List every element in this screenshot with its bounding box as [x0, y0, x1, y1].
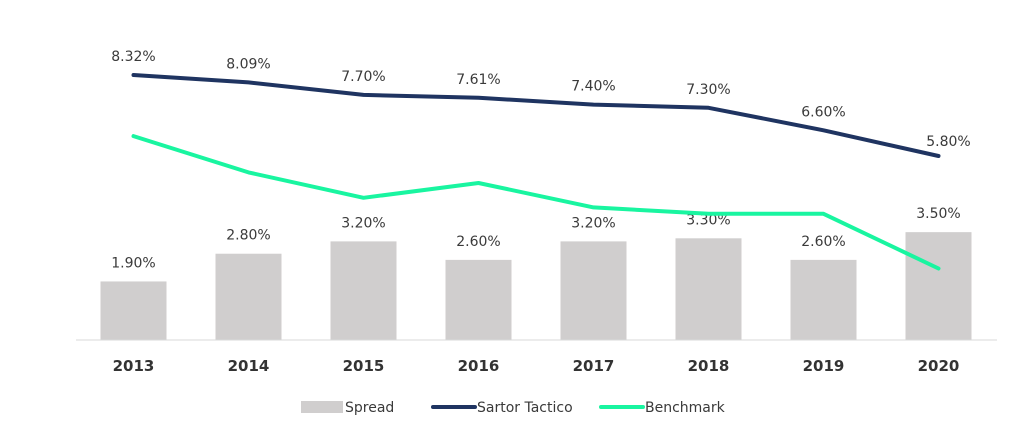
- spread-label-2014: 2.80%: [226, 228, 270, 244]
- sartor-tactico-line: [131, 73, 941, 158]
- x-tick-2019: 2019: [803, 357, 845, 375]
- spread-label-2018: 3.30%: [686, 212, 730, 228]
- spread-bar-2017: [560, 241, 627, 340]
- benchmark-line: [131, 134, 941, 271]
- legend-item-benchmark: Benchmark: [599, 400, 726, 416]
- spread-bar-labels: 1.90% 2.80% 3.20% 2.60% 3.20% 3.30% 2.60% 3.50%: [111, 206, 960, 271]
- spread-label-2016: 2.60%: [456, 234, 500, 250]
- spread-bar-2015: [330, 241, 397, 340]
- legend-swatch-spread: [301, 401, 343, 413]
- legend: Spread Sartor Tactico Benchmark: [301, 400, 726, 416]
- line-data-labels: 8.32% 8.09% 7.70% 7.61% 7.40% 7.30% 6.60% 5.80%: [111, 49, 970, 150]
- sartor-tactico-label-2017: 7.40%: [571, 79, 615, 95]
- line-series: [131, 73, 941, 271]
- x-tick-2018: 2018: [688, 357, 730, 375]
- spread-label-2020: 3.50%: [916, 206, 960, 222]
- spread-bar-2016: [445, 259, 512, 340]
- sartor-tactico-label-2013: 8.32%: [111, 49, 155, 65]
- x-tick-2017: 2017: [573, 357, 615, 375]
- sartor-tactico-label-2018: 7.30%: [686, 82, 730, 98]
- x-tick-2016: 2016: [458, 357, 500, 375]
- legend-label-spread: Spread: [345, 400, 394, 416]
- spread-label-2013: 1.90%: [111, 255, 155, 271]
- legend-label-benchmark: Benchmark: [645, 400, 726, 416]
- legend-item-spread: Spread: [301, 400, 394, 416]
- legend-item-sartor-tactico: Sartor Tactico: [431, 400, 573, 416]
- spread-label-2019: 2.60%: [801, 234, 845, 250]
- legend-label-sartor-tactico: Sartor Tactico: [477, 400, 573, 416]
- x-tick-2013: 2013: [113, 357, 155, 375]
- spread-bar-2013: [100, 281, 167, 340]
- spread-bar-2018: [675, 238, 742, 340]
- spread-label-2017: 3.20%: [571, 215, 615, 231]
- sartor-tactico-label-2019: 6.60%: [801, 104, 845, 120]
- x-tick-2020: 2020: [918, 357, 960, 375]
- sartor-tactico-label-2020: 5.80%: [926, 134, 970, 150]
- sartor-tactico-label-2014: 8.09%: [226, 56, 270, 72]
- x-axis-tick-labels: 2013 2014 2015 2016 2017 2018 2019 2020: [113, 357, 960, 375]
- spread-bar-2019: [790, 259, 857, 340]
- spread-bar-2014: [215, 253, 282, 340]
- spread-bar-2020: [905, 232, 972, 340]
- sartor-tactico-label-2015: 7.70%: [341, 69, 385, 85]
- sartor-tactico-label-2016: 7.61%: [456, 72, 500, 88]
- spread-bars: [100, 232, 972, 340]
- x-tick-2015: 2015: [343, 357, 385, 375]
- x-tick-2014: 2014: [228, 357, 270, 375]
- spread-label-2015: 3.20%: [341, 215, 385, 231]
